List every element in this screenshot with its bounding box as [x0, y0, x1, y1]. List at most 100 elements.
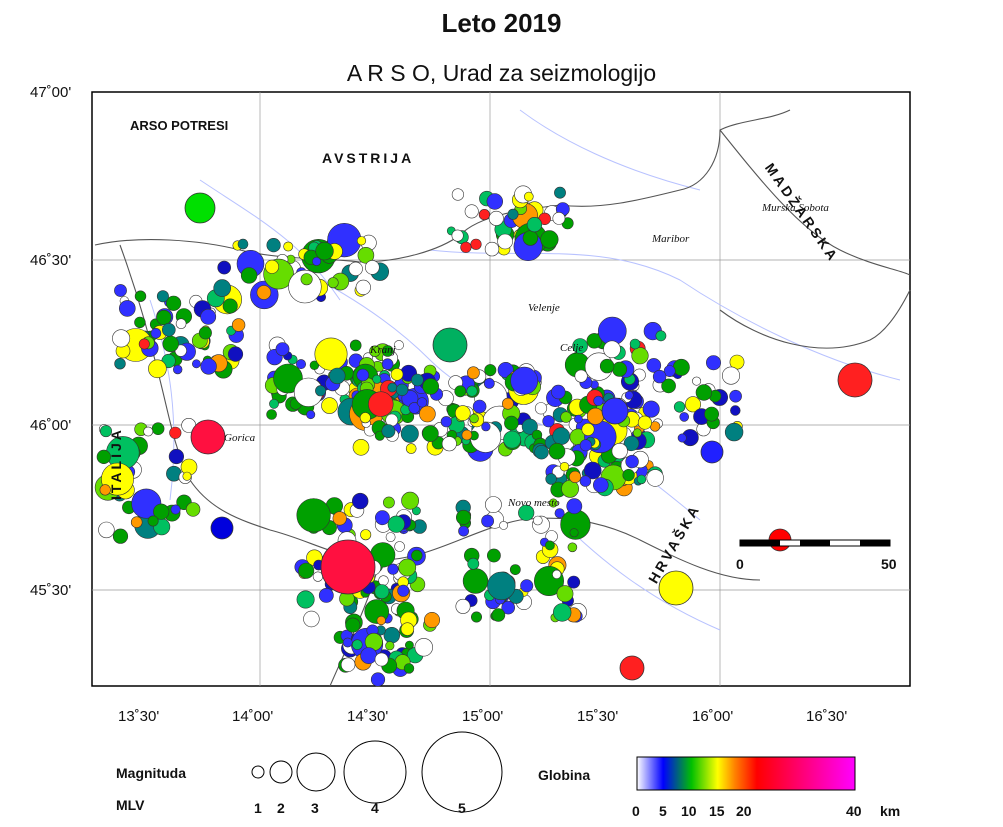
- mag-circle-4: [343, 740, 407, 804]
- earthquake-marker: [454, 405, 471, 421]
- earthquake-marker: [470, 238, 482, 250]
- earthquake-marker: [100, 425, 113, 438]
- earthquake-marker: [521, 418, 538, 435]
- earthquake-marker: [382, 496, 395, 509]
- earthquake-markers: [94, 185, 873, 687]
- map-subtitle: A R S O, Urad za seizmologijo: [346, 60, 657, 86]
- earthquake-marker: [356, 236, 367, 246]
- mag-circle-5: [421, 731, 503, 813]
- earthquake-marker: [266, 238, 281, 253]
- earthquake-marker: [387, 563, 399, 575]
- earthquake-marker: [574, 369, 588, 383]
- earthquake-marker: [478, 209, 491, 221]
- earthquake-marker-large: [601, 397, 629, 425]
- earthquake-marker: [566, 498, 583, 515]
- earthquake-marker: [411, 549, 423, 562]
- earthquake-marker: [551, 384, 566, 400]
- earthquake-marker: [312, 256, 322, 266]
- earthquake-marker: [119, 300, 136, 317]
- earthquake-marker: [404, 640, 414, 650]
- earthquake-marker: [99, 484, 111, 496]
- earthquake-marker: [352, 438, 370, 456]
- earthquake-marker: [98, 521, 115, 539]
- magnitude-legend-title: Magnituda: [116, 765, 186, 781]
- earthquake-marker: [348, 261, 363, 277]
- earthquake-marker: [501, 600, 516, 615]
- earthquake-marker: [217, 260, 231, 275]
- earthquake-marker: [374, 510, 390, 526]
- earthquake-marker: [422, 425, 439, 442]
- earthquake-marker: [646, 358, 662, 373]
- earthquake-marker-large: [619, 655, 645, 681]
- earthquake-marker: [491, 608, 506, 622]
- earthquake-marker: [300, 273, 313, 286]
- earthquake-marker: [586, 333, 602, 349]
- depth-tick-15: 15: [709, 803, 725, 819]
- earthquake-marker: [642, 400, 660, 418]
- earthquake-marker: [256, 285, 272, 300]
- earthquake-marker: [486, 193, 503, 210]
- earthquake-marker: [724, 422, 744, 442]
- earthquake-marker: [548, 442, 566, 460]
- earthquake-marker: [130, 516, 143, 529]
- earthquake-marker: [504, 415, 519, 431]
- earthquake-marker: [372, 374, 382, 384]
- mag-circle-2: [269, 760, 293, 784]
- earthquake-marker: [312, 571, 324, 582]
- lon-label: 15˚00': [462, 708, 504, 725]
- earthquake-marker: [378, 575, 389, 586]
- city-murska-sobota: Murska Sobota: [762, 202, 829, 214]
- earthquake-marker: [655, 330, 667, 342]
- earthquake-marker: [148, 359, 167, 379]
- earthquake-marker: [663, 365, 676, 377]
- earthquake-marker: [721, 366, 740, 385]
- earthquake-marker: [269, 398, 279, 409]
- earthquake-marker: [572, 338, 588, 354]
- earthquake-marker: [481, 514, 494, 528]
- depth-legend-title: Globina: [538, 767, 591, 783]
- earthquake-marker: [393, 340, 404, 351]
- earthquake-marker: [554, 186, 566, 199]
- earthquake-marker: [166, 295, 182, 311]
- earthquake-marker: [472, 399, 487, 414]
- earthquake-marker: [231, 318, 246, 332]
- earthquake-marker: [170, 504, 181, 515]
- earthquake-marker: [579, 475, 592, 487]
- earthquake-marker: [162, 322, 176, 337]
- earthquake-marker: [603, 340, 621, 359]
- country-austria: AVSTRIJA: [322, 150, 415, 166]
- city-kranj: Kranj: [370, 344, 396, 356]
- earthquake-marker: [622, 469, 635, 482]
- earthquake-marker: [400, 622, 415, 636]
- earthquake-marker: [342, 637, 353, 648]
- earthquake-marker: [623, 435, 640, 452]
- earthquake-marker: [730, 405, 741, 416]
- earthquake-marker: [369, 345, 381, 357]
- earthquake-marker-large: [432, 327, 468, 363]
- earthquake-marker: [567, 575, 581, 589]
- earthquake-marker: [510, 366, 539, 395]
- mag-label-3: 3: [311, 800, 319, 816]
- earthquake-marker: [704, 406, 719, 422]
- earthquake-marker: [583, 461, 602, 480]
- lon-label: 14˚00': [232, 708, 274, 725]
- earthquake-marker: [370, 672, 386, 687]
- earthquake-marker: [592, 477, 609, 493]
- earthquake-marker: [509, 564, 521, 575]
- depth-tick-20: 20: [736, 803, 752, 819]
- earthquake-marker: [545, 473, 557, 485]
- earthquake-marker: [484, 364, 497, 377]
- earthquake-marker: [143, 426, 154, 437]
- earthquake-marker: [198, 326, 212, 340]
- earthquake-marker: [451, 188, 465, 201]
- earthquake-marker: [455, 509, 471, 525]
- earthquake-marker: [466, 385, 478, 397]
- earthquake-marker: [526, 217, 543, 233]
- earthquake-marker: [542, 415, 555, 428]
- earthquake-marker: [552, 569, 562, 580]
- magnitude-legend-unit: MLV: [116, 797, 145, 813]
- lat-label: 46˚30': [30, 252, 72, 269]
- earthquake-marker: [568, 470, 582, 484]
- depth-tick-40: 40: [846, 803, 862, 819]
- earthquake-marker: [422, 378, 440, 395]
